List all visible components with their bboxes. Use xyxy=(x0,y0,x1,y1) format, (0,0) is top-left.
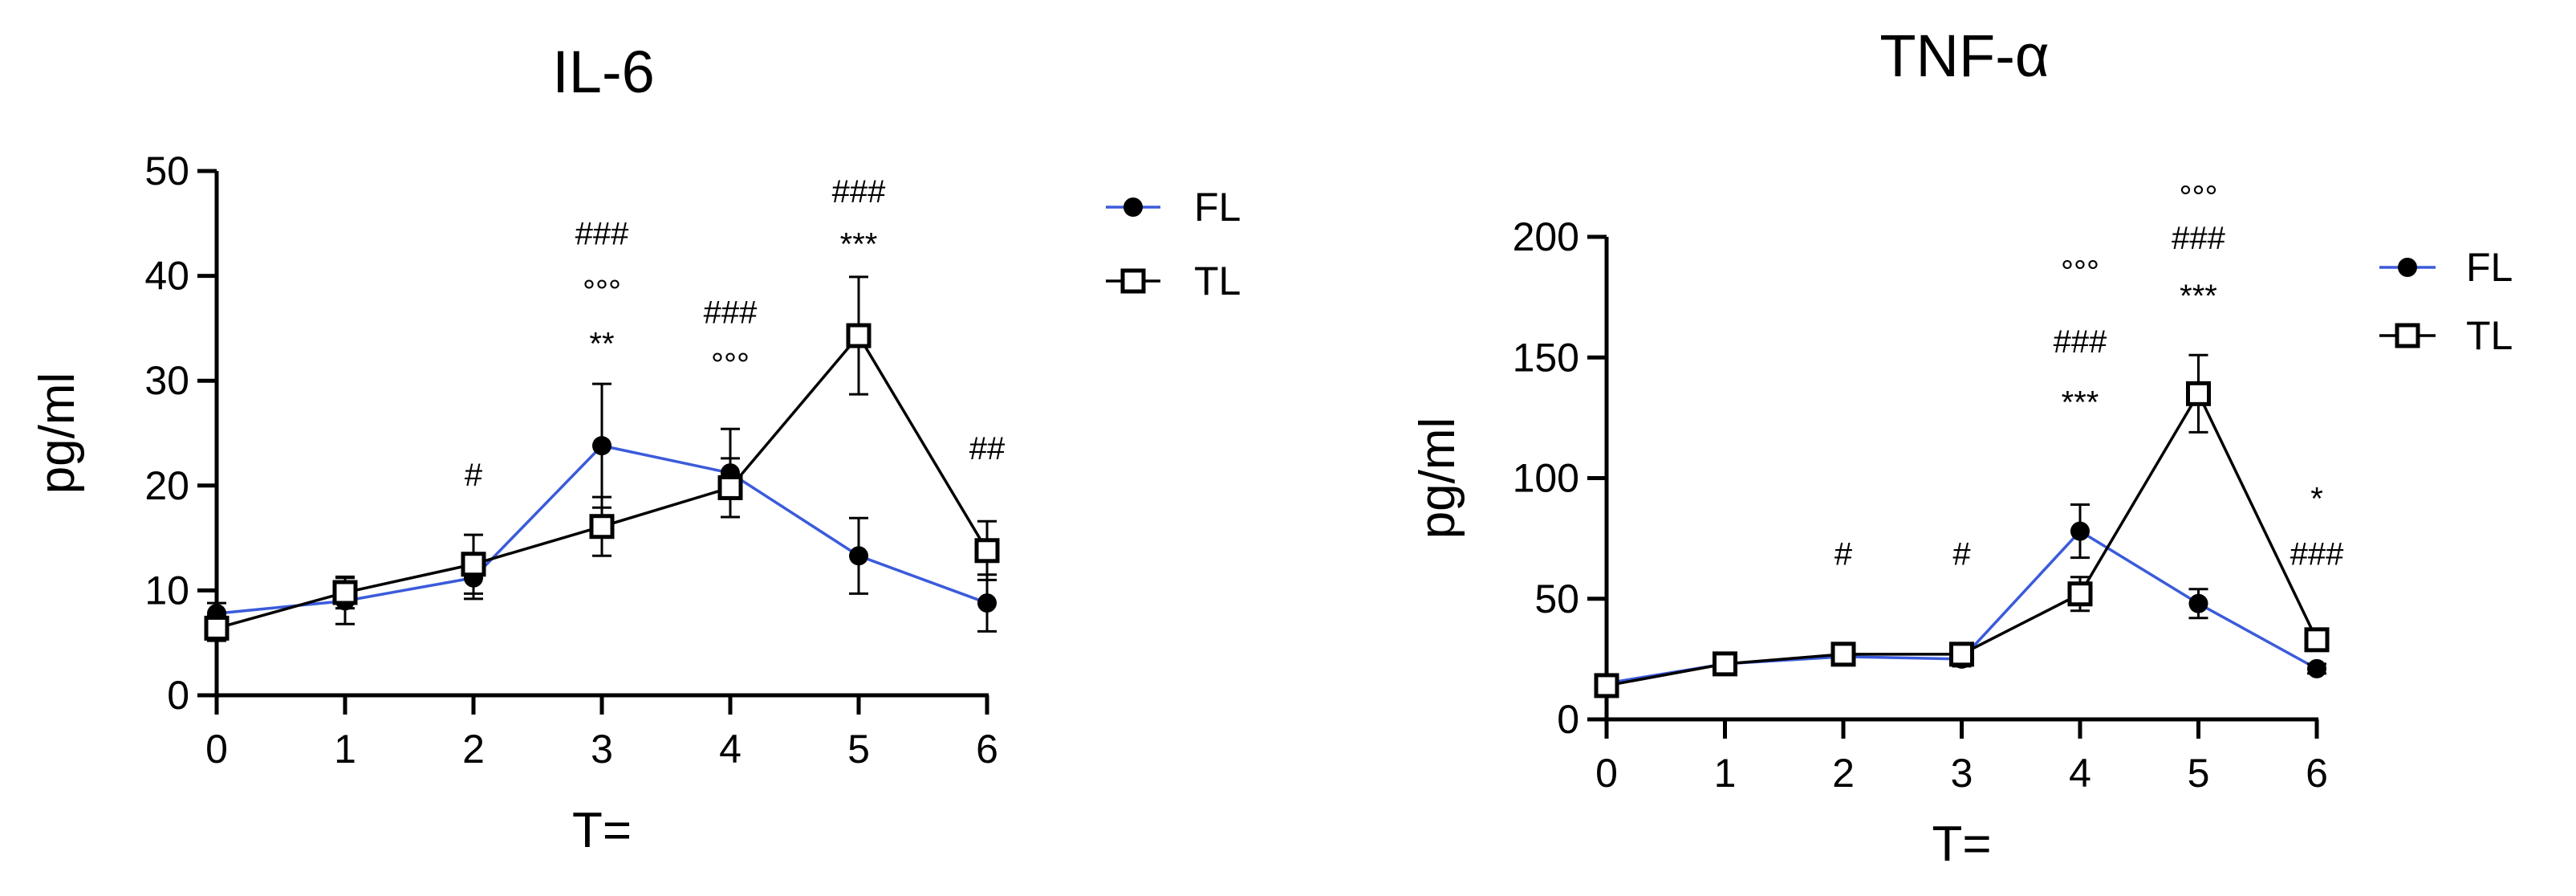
y-tick-label: 10 xyxy=(144,568,189,613)
x-tick-label: 5 xyxy=(847,727,870,772)
x-tick-label: 5 xyxy=(2188,751,2210,796)
x-tick-label: 3 xyxy=(1951,751,1973,796)
x-tick-label: 4 xyxy=(719,727,742,772)
series-tl xyxy=(204,275,1000,642)
x-tick-label: 1 xyxy=(1714,751,1737,796)
significance-annotation: ### xyxy=(832,174,886,210)
significance-annotation: # xyxy=(465,458,483,493)
significance-annotation: °°° xyxy=(2061,255,2099,290)
data-point xyxy=(592,436,611,456)
data-point xyxy=(2188,593,2208,613)
x-tick-label: 0 xyxy=(205,727,228,772)
significance-annotation: °°° xyxy=(583,274,621,309)
significance-annotation: *** xyxy=(2062,385,2099,420)
legend-marker xyxy=(1123,198,1143,217)
y-tick-label: 0 xyxy=(1557,697,1579,742)
significance-annotation: °°° xyxy=(2180,180,2218,215)
legend-label: TL xyxy=(1194,259,1241,303)
data-point xyxy=(1949,641,1974,667)
data-point xyxy=(589,514,615,540)
legend-marker xyxy=(1120,268,1146,294)
legend-label: FL xyxy=(2466,245,2513,290)
data-point xyxy=(846,323,872,348)
data-point xyxy=(461,552,486,577)
significance-annotation: # xyxy=(1834,537,1853,572)
significance-annotation: °°° xyxy=(711,348,750,383)
data-point xyxy=(974,538,1000,564)
legend-label: FL xyxy=(1194,185,1241,230)
significance-annotation: ### xyxy=(2290,537,2344,572)
y-axis-label: pg/ml xyxy=(30,373,85,495)
data-point xyxy=(977,593,997,613)
x-tick-label: 2 xyxy=(1832,751,1855,796)
tnf-alpha-panel: TNF-α 0 50 100 150 200 0 1 2 3 4 5 6 T= pg/ml # # *** ### °… xyxy=(1410,22,2513,872)
series-tl xyxy=(1594,353,2330,698)
y-tick-label: 30 xyxy=(144,358,189,403)
data-point xyxy=(332,580,358,605)
y-tick-label: 20 xyxy=(144,463,189,508)
y-tick-label: 0 xyxy=(167,673,189,718)
significance-annotation: ### xyxy=(2054,324,2107,360)
chart-title: IL-6 xyxy=(552,39,655,105)
y-tick-label: 100 xyxy=(1513,456,1579,501)
data-point xyxy=(2304,627,2330,653)
y-tick-label: 40 xyxy=(144,254,189,299)
legend-entry-tl: TL xyxy=(1106,259,1241,303)
data-point xyxy=(2067,581,2093,607)
legend-entry-fl: FL xyxy=(2379,245,2513,290)
significance-annotation: # xyxy=(1952,537,1971,572)
data-point xyxy=(2307,658,2326,678)
x-tick-label: 0 xyxy=(1595,751,1618,796)
x-axis-label: T= xyxy=(572,803,632,858)
chart-title: TNF-α xyxy=(1879,22,2049,89)
data-point xyxy=(204,615,230,641)
x-tick-label: 3 xyxy=(591,727,613,772)
data-point xyxy=(2186,381,2211,406)
y-tick-label: 150 xyxy=(1513,335,1579,380)
data-point xyxy=(717,474,743,500)
x-tick-label: 6 xyxy=(976,727,998,772)
significance-annotation: ** xyxy=(589,327,614,362)
x-tick-label: 6 xyxy=(2306,751,2328,796)
significance-annotation: ## xyxy=(969,431,1006,466)
legend-entry-tl: TL xyxy=(2379,313,2513,358)
y-tick-label: 200 xyxy=(1513,214,1579,259)
legend-entry-fl: FL xyxy=(1106,185,1241,230)
data-point xyxy=(849,546,868,566)
il6-panel: IL-6 0 10 20 30 40 50 0 1 2 3 4 5 6 T= pg/ml # ** °°° ### °°… xyxy=(30,39,1241,858)
x-axis-label: T= xyxy=(1932,817,1991,872)
y-tick-label: 50 xyxy=(1534,576,1579,621)
data-point xyxy=(1713,651,1737,677)
data-point xyxy=(1594,673,1619,698)
legend-marker xyxy=(2398,258,2417,277)
data-point xyxy=(1830,641,1856,667)
significance-annotation: ### xyxy=(704,295,758,330)
significance-annotation: ### xyxy=(575,216,629,251)
legend-label: TL xyxy=(2466,313,2513,358)
x-tick-label: 4 xyxy=(2069,751,2091,796)
significance-annotation: *** xyxy=(840,226,878,262)
significance-annotation: *** xyxy=(2180,279,2217,314)
x-tick-label: 2 xyxy=(462,727,485,772)
x-tick-label: 1 xyxy=(334,727,356,772)
legend-marker xyxy=(2395,323,2420,348)
significance-annotation: * xyxy=(2310,482,2323,517)
data-point xyxy=(2070,521,2090,541)
significance-annotation: ### xyxy=(2172,221,2225,256)
y-tick-label: 50 xyxy=(144,149,189,193)
y-axis-label: pg/ml xyxy=(1410,417,1465,540)
